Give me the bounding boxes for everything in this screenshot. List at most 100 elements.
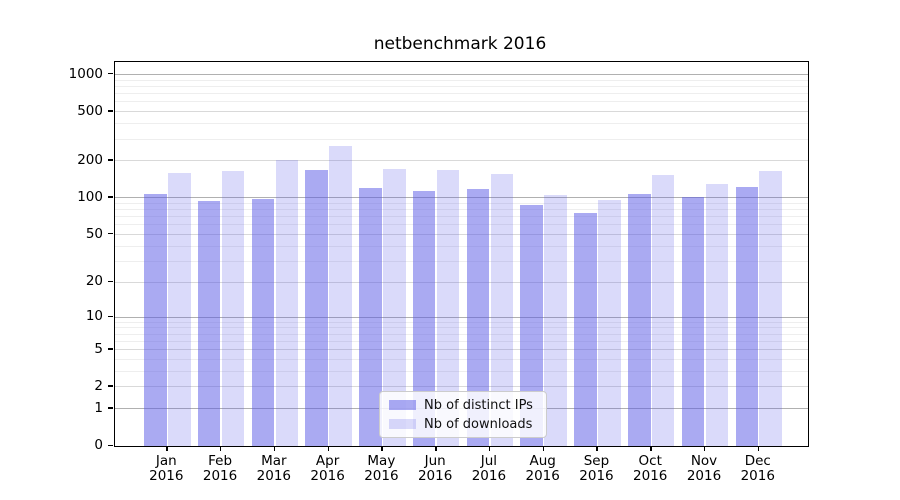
major-gridline [114,234,808,236]
minor-gridline [114,224,808,226]
bar-distinct-ips [466,188,490,446]
x-tick-label: Jun 2016 [403,452,467,485]
minor-gridline [114,358,808,360]
x-label-month: Jun [424,452,446,469]
bar-downloads [705,184,729,446]
y-axis: 0 1 2 5 10 20 50 100 200 500 1000 [0,61,113,453]
bar-downloads [275,160,299,446]
chart-title: netbenchmark 2016 [373,34,547,54]
y-tick-label: 100 [77,188,103,205]
major-gridline [114,197,808,199]
bar-downloads [759,170,782,446]
x-tick-mark [650,445,652,451]
y-tick-label: 200 [77,151,103,168]
y-tick-mark [108,110,113,112]
major-gridline [114,160,808,162]
x-label-year: 2016 [471,468,507,484]
x-tick-mark [435,445,437,451]
bar-distinct-ips [144,193,167,446]
x-label-month: Nov [690,452,718,469]
x-tick-mark [166,445,168,451]
bar-distinct-ips [681,197,705,446]
y-tick-mark [108,407,113,409]
major-gridline [114,74,808,76]
bar-downloads [168,172,191,446]
y-tick-mark [108,73,113,75]
x-tick-label: Oct 2016 [618,453,682,485]
x-tick-label: May 2016 [349,452,413,485]
bar-downloads [598,200,621,446]
x-tick-label: Sep 2016 [564,453,628,485]
minor-gridline [114,370,808,372]
major-gridline [114,386,808,388]
plot-area [113,61,809,447]
bar-distinct-ips [735,187,759,446]
y-tick-mark [108,233,113,235]
x-tick-label: Jul 2016 [457,452,521,485]
y-tick-label: 20 [85,273,103,290]
x-label-month: Feb [208,452,233,469]
bar-downloads [651,175,675,446]
y-tick-label: 1000 [68,65,103,82]
x-label-month: Dec [744,452,771,469]
x-label-year: 2016 [633,468,668,484]
minor-gridline [114,123,808,125]
y-tick-label: 50 [85,225,103,242]
x-label-year: 2016 [740,468,775,484]
x-label-month: Apr [315,452,340,469]
bar-downloads [490,174,514,446]
bar-downloads [383,168,406,446]
bar-distinct-ips [305,170,328,446]
x-tick-label: Mar 2016 [242,452,306,485]
x-label-year: 2016 [525,468,560,484]
y-tick-label: 500 [77,102,103,119]
bar-distinct-ips [574,212,597,446]
y-tick-mark [108,280,113,283]
x-label-month: Mar [261,452,287,469]
x-label-year: 2016 [256,468,291,484]
x-label-year: 2016 [149,468,184,484]
major-gridline [114,281,808,283]
major-gridline [114,111,808,113]
minor-gridline [114,202,808,204]
x-tick-label: Nov 2016 [672,452,736,485]
x-tick-label: Apr 2016 [296,452,360,485]
legend-label-distinct-ips: Nb of distinct IPs [424,397,533,413]
bar-distinct-ips [628,193,651,446]
x-tick-mark [542,445,545,451]
y-tick-mark [108,348,113,350]
minor-gridline [114,93,808,95]
x-label-month: Jul [480,452,498,469]
minor-gridline [114,138,808,140]
x-label-year: 2016 [364,468,399,484]
y-tick-label: 10 [85,308,103,325]
major-gridline [114,349,808,351]
y-tick-label: 5 [94,340,103,357]
legend-item-distinct-ips: Nb of distinct IPs [389,398,537,413]
bar-downloads [221,170,245,446]
y-tick-mark [108,196,113,198]
x-tick-mark [596,445,598,451]
x-label-month: Aug [529,452,556,469]
x-tick-label: Dec 2016 [726,452,790,485]
x-tick-mark [327,445,329,451]
bar-distinct-ips [251,198,275,446]
bar-downloads [544,194,567,446]
y-tick-label: 0 [94,437,103,453]
x-label-year: 2016 [579,468,614,484]
x-tick-mark [757,445,760,451]
y-tick-mark [108,159,113,161]
minor-gridline [114,260,808,262]
minor-gridline [114,333,808,335]
x-label-month: May [367,452,396,469]
x-tick-label: Feb 2016 [188,452,252,485]
bar-downloads [436,170,460,446]
legend-label-downloads: Nb of downloads [424,416,533,432]
legend-swatch-distinct-ips [389,400,416,410]
bar-distinct-ips [520,204,543,446]
minor-gridline [114,209,808,211]
minor-gridline [114,327,808,329]
minor-gridline [114,101,808,103]
x-label-month: Jan [155,452,177,469]
